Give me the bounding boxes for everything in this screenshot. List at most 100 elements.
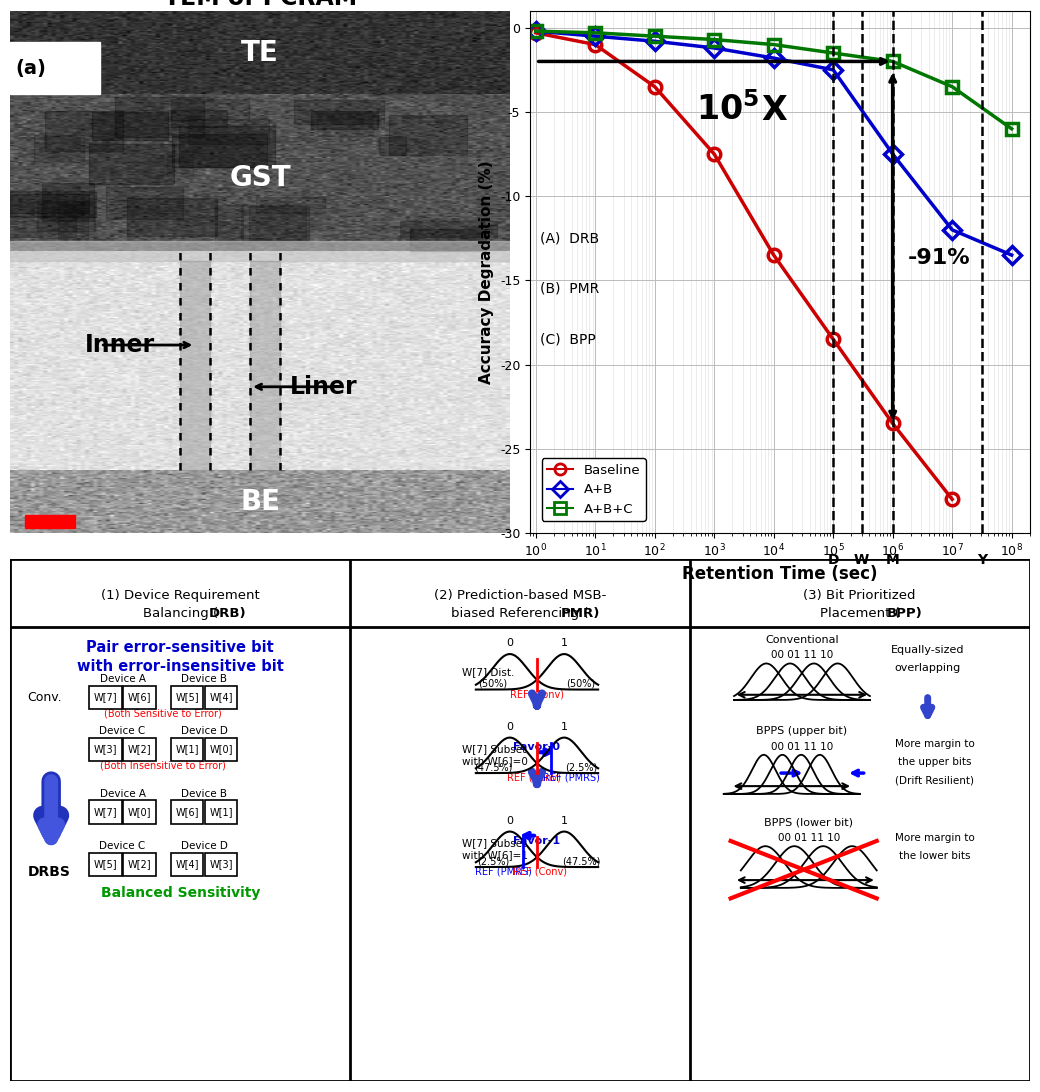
Bar xyxy=(241,205,306,241)
Text: Favor-0: Favor-0 xyxy=(514,741,561,752)
Bar xyxy=(171,853,203,876)
Text: (50%): (50%) xyxy=(478,679,508,689)
Text: (C)  BPP: (C) BPP xyxy=(541,332,596,346)
Bar xyxy=(171,738,203,761)
Text: W: W xyxy=(854,554,869,567)
Text: $\mathbf{10^5}$: $\mathbf{10^5}$ xyxy=(697,93,760,128)
Bar xyxy=(10,240,510,261)
Text: Device A: Device A xyxy=(100,788,146,799)
Bar xyxy=(124,686,156,709)
Text: the upper bits: the upper bits xyxy=(898,757,971,768)
Bar xyxy=(311,111,378,129)
Text: W[7] Subset
with W[6]=1: W[7] Subset with W[6]=1 xyxy=(462,839,528,860)
Bar xyxy=(294,99,384,124)
Text: 0: 0 xyxy=(506,638,514,649)
Text: Device D: Device D xyxy=(181,841,228,851)
Bar xyxy=(34,135,84,162)
Text: BE: BE xyxy=(240,488,280,515)
Text: GST: GST xyxy=(230,164,291,192)
Text: W[7] Dist.: W[7] Dist. xyxy=(462,667,515,677)
Bar xyxy=(205,738,237,761)
Text: (50%): (50%) xyxy=(567,679,596,689)
Text: BPP): BPP) xyxy=(887,607,922,620)
Bar xyxy=(89,738,122,761)
Bar xyxy=(205,800,237,824)
Bar xyxy=(205,686,237,709)
Text: Equally-sized: Equally-sized xyxy=(891,645,964,655)
Bar xyxy=(188,119,268,144)
Text: BPPS (lower bit): BPPS (lower bit) xyxy=(764,817,853,828)
Text: (Both Insensitive to Error): (Both Insensitive to Error) xyxy=(100,760,227,770)
Text: D: D xyxy=(828,554,839,567)
Text: -91%: -91% xyxy=(908,248,970,268)
Text: Device A: Device A xyxy=(100,674,146,684)
Text: $\mathbf{X}$: $\mathbf{X}$ xyxy=(760,94,787,128)
Text: W[0]: W[0] xyxy=(209,745,233,755)
Text: (B)  PMR: (B) PMR xyxy=(541,282,600,296)
Bar xyxy=(58,204,88,239)
Text: REF (PMRS): REF (PMRS) xyxy=(543,773,599,783)
Text: the lower bits: the lower bits xyxy=(899,852,970,862)
Text: Device B: Device B xyxy=(181,674,227,684)
Bar xyxy=(317,112,373,135)
Text: (A)  DRB: (A) DRB xyxy=(541,232,600,246)
Bar xyxy=(89,144,174,185)
Bar xyxy=(89,800,122,824)
X-axis label: Retention Time (sec): Retention Time (sec) xyxy=(682,565,878,583)
Text: DRBS: DRBS xyxy=(27,865,71,879)
Bar xyxy=(180,261,210,471)
Text: biased Referencing (: biased Referencing ( xyxy=(451,607,589,620)
Legend: Baseline, A+B, A+B+C: Baseline, A+B, A+B+C xyxy=(542,459,646,521)
Text: Balanced Sensitivity: Balanced Sensitivity xyxy=(101,886,260,900)
Text: Device B: Device B xyxy=(181,788,227,799)
Text: 0: 0 xyxy=(506,722,514,732)
Bar xyxy=(251,261,280,471)
Text: M: M xyxy=(886,554,900,567)
Text: More margin to: More margin to xyxy=(894,739,974,749)
Text: W[5]: W[5] xyxy=(176,692,199,702)
Text: Balancing (: Balancing ( xyxy=(142,607,217,620)
Bar xyxy=(172,134,267,167)
Text: W[7] Subset
with W[6]=0: W[7] Subset with W[6]=0 xyxy=(462,745,528,767)
Text: (47.5%): (47.5%) xyxy=(473,762,512,772)
Bar xyxy=(9,191,96,217)
Text: W[0]: W[0] xyxy=(128,807,151,817)
Text: W[1]: W[1] xyxy=(209,807,233,817)
Bar xyxy=(6,216,76,237)
Bar xyxy=(171,800,203,824)
Text: (3) Bit Prioritized: (3) Bit Prioritized xyxy=(804,589,916,602)
Bar xyxy=(410,228,486,251)
Y-axis label: Accuracy Degradation (%): Accuracy Degradation (%) xyxy=(479,161,494,383)
Text: Conv.: Conv. xyxy=(27,691,62,704)
Text: with error-insensitive bit: with error-insensitive bit xyxy=(77,658,284,674)
Bar xyxy=(106,187,183,219)
Bar xyxy=(179,126,275,167)
Text: 00 01 11 10: 00 01 11 10 xyxy=(771,741,833,751)
Text: W[7]: W[7] xyxy=(94,807,118,817)
Text: W[3]: W[3] xyxy=(209,859,233,869)
Text: (47.5%): (47.5%) xyxy=(562,856,600,866)
Bar xyxy=(256,198,326,213)
Text: 00 01 11 10: 00 01 11 10 xyxy=(778,833,840,843)
Bar xyxy=(124,853,156,876)
Text: (Both Sensitive to Error): (Both Sensitive to Error) xyxy=(104,708,223,719)
Bar xyxy=(172,110,228,127)
Text: (Drift Resilient): (Drift Resilient) xyxy=(895,775,974,785)
Text: Conventional: Conventional xyxy=(765,634,839,644)
Text: More margin to: More margin to xyxy=(894,833,974,843)
Bar xyxy=(400,222,497,237)
Bar xyxy=(25,514,75,527)
Text: 1: 1 xyxy=(561,722,568,732)
Bar xyxy=(128,198,217,236)
Text: W[2]: W[2] xyxy=(128,859,151,869)
Text: REF (Conv): REF (Conv) xyxy=(510,689,564,699)
Text: Pair error-sensitive bit: Pair error-sensitive bit xyxy=(86,640,275,655)
Bar xyxy=(93,111,167,140)
Text: W[3]: W[3] xyxy=(94,745,118,755)
Text: PMR): PMR) xyxy=(561,607,600,620)
Text: overlapping: overlapping xyxy=(894,663,961,674)
Text: W[7]: W[7] xyxy=(94,692,118,702)
Text: (2.5%): (2.5%) xyxy=(565,762,597,772)
Bar xyxy=(379,138,406,155)
Text: (1) Device Requirement: (1) Device Requirement xyxy=(101,589,260,602)
